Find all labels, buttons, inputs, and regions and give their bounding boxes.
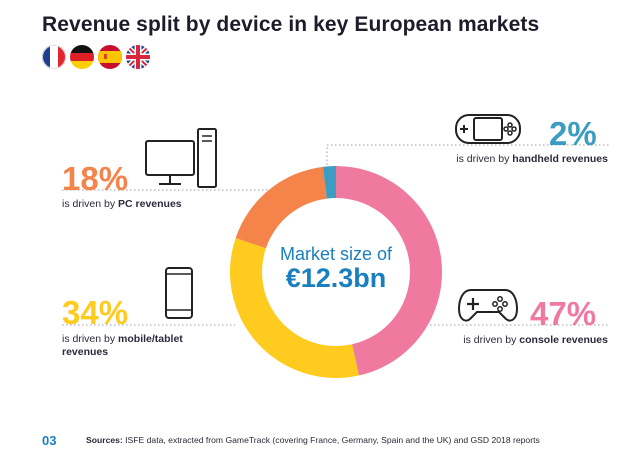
- handheld-percent: 2%: [549, 115, 597, 152]
- mobile-percent: 34%: [62, 294, 129, 331]
- france-flag-icon: [42, 45, 66, 69]
- page-title: Revenue split by device in key European …: [42, 13, 540, 36]
- pc-caption: is driven by PC revenues: [62, 198, 182, 211]
- flag-row: [42, 45, 150, 69]
- slice-console: [336, 166, 443, 376]
- mobile-caption-prefix: is driven by: [62, 333, 119, 345]
- center-label: Market size of: [279, 244, 393, 264]
- handheld-caption-label: handheld revenues: [512, 153, 608, 165]
- sources-note: Sources: ISFE data, extracted from GameT…: [86, 435, 540, 445]
- pc-icon: [145, 127, 223, 194]
- sources-text: ISFE data, extracted from GameTrack (cov…: [122, 435, 540, 445]
- handheld-caption-prefix: is driven by: [456, 153, 513, 165]
- sources-label: Sources:: [86, 435, 123, 445]
- handheld-caption: is driven by handheld revenues: [420, 153, 608, 166]
- pc-percent: 18%: [62, 160, 129, 197]
- pc-caption-label: PC revenues: [118, 198, 182, 210]
- mobile-phone-icon: [164, 267, 194, 324]
- leader-line-handheld: [326, 144, 610, 165]
- slice-pc: [235, 166, 327, 249]
- pc-caption-prefix: is driven by: [62, 198, 119, 210]
- spain-flag-icon: [98, 45, 122, 69]
- germany-flag-icon: [70, 45, 94, 69]
- leader-lines: [62, 144, 610, 326]
- console-caption-prefix: is driven by: [463, 334, 520, 346]
- mobile-caption: is driven by mobile/tablet revenues: [62, 333, 183, 359]
- mobile-caption-label-line2: revenues: [62, 346, 109, 358]
- center-value: €12.3bn: [285, 263, 387, 293]
- mobile-caption-label-line1: mobile/tablet: [118, 333, 183, 345]
- slice-mobile-tablet: [229, 237, 359, 379]
- slice-handheld: [322, 166, 336, 199]
- handheld-console-icon: [455, 113, 521, 150]
- gamepad-icon: [457, 285, 519, 330]
- console-percent: 47%: [530, 295, 597, 332]
- console-caption-label: console revenues: [519, 334, 608, 346]
- donut-slices: [229, 166, 443, 379]
- console-caption: is driven by console revenues: [420, 334, 608, 347]
- page-number: 03: [42, 433, 57, 448]
